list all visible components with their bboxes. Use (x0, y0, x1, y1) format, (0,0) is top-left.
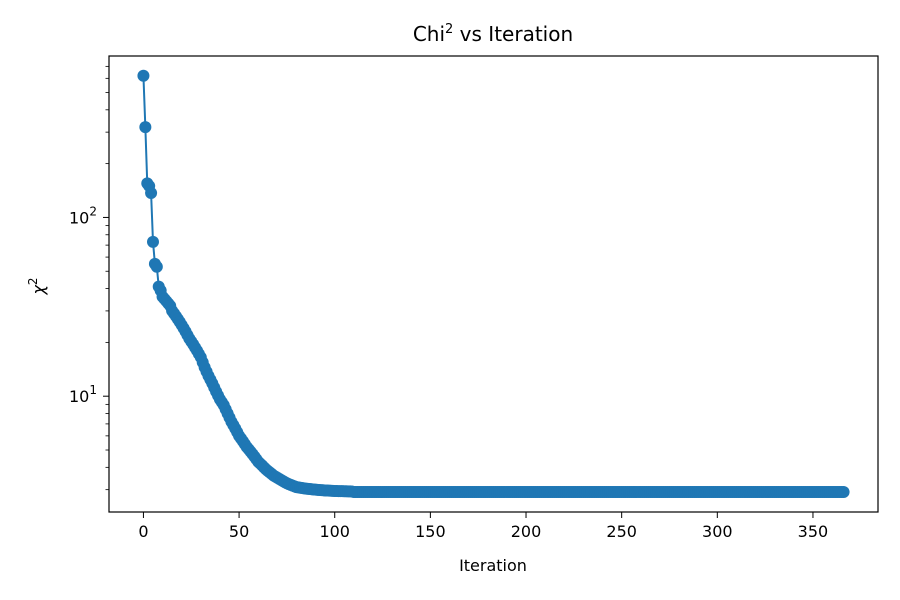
x-tick-label: 0 (138, 522, 148, 541)
axes-frame (108, 55, 879, 513)
data-point (150, 260, 163, 273)
data-point (137, 69, 150, 82)
x-tick-label: 100 (319, 522, 350, 541)
y-axis-label: χ2 (26, 277, 48, 295)
x-tick-label: 350 (798, 522, 829, 541)
data-point (139, 121, 152, 134)
data-point (345, 485, 358, 498)
chart-title: Chi2 vs Iteration (413, 22, 573, 46)
x-tick-label: 150 (415, 522, 446, 541)
data-point (146, 235, 159, 248)
data-point (837, 486, 850, 499)
x-tick-label: 300 (702, 522, 733, 541)
plot-area (137, 69, 850, 499)
x-tick-label: 50 (229, 522, 249, 541)
x-tick-label: 250 (606, 522, 637, 541)
x-axis-label: Iteration (459, 556, 527, 575)
x-tick-label: 200 (511, 522, 542, 541)
x-axis: 0 50 100 150 200 250 300 350 (138, 512, 828, 541)
y-axis: 101 102 (69, 65, 109, 491)
y-tick-label: 101 (69, 383, 97, 406)
y-tick-label: 102 (69, 204, 97, 227)
data-point (145, 186, 158, 199)
